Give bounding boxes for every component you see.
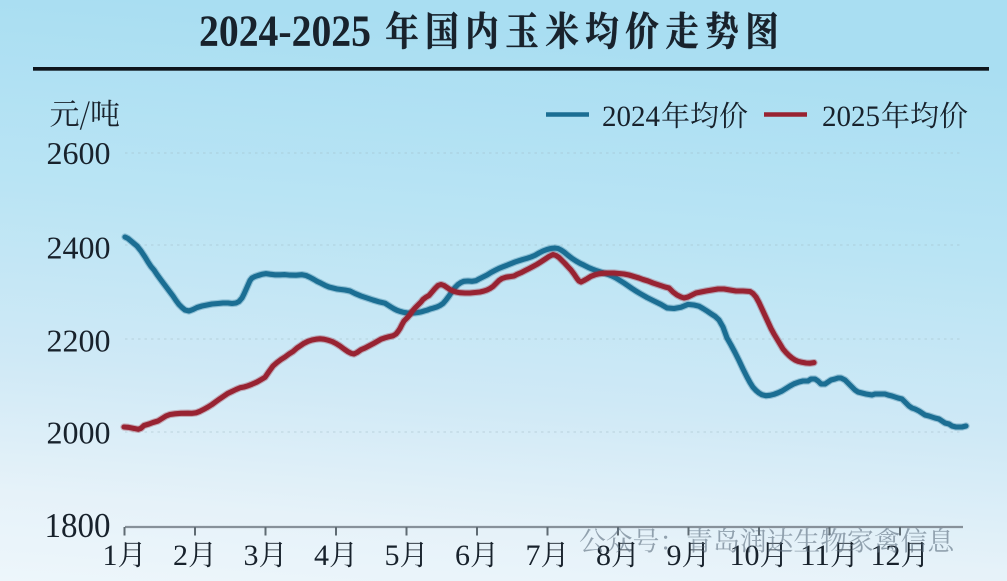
svg-text:2600: 2600 [47, 135, 111, 171]
svg-text:2: 2 [173, 539, 188, 572]
svg-text:2200: 2200 [47, 323, 111, 359]
svg-text:9: 9 [667, 539, 682, 572]
svg-text:4: 4 [314, 539, 329, 572]
svg-text:1: 1 [103, 539, 118, 572]
svg-text:2400: 2400 [47, 230, 111, 266]
svg-text:7: 7 [526, 539, 541, 572]
svg-text:5: 5 [385, 539, 400, 572]
svg-text:8: 8 [596, 539, 611, 572]
svg-text:2024-2025: 2024-2025 [199, 7, 371, 56]
svg-text:1800: 1800 [45, 507, 111, 545]
svg-text:2024: 2024 [602, 100, 660, 133]
svg-text:3: 3 [244, 539, 259, 572]
svg-text:11: 11 [800, 539, 830, 572]
svg-text:6: 6 [455, 539, 470, 572]
svg-text:2025: 2025 [822, 100, 880, 133]
svg-text:2000: 2000 [47, 415, 111, 451]
